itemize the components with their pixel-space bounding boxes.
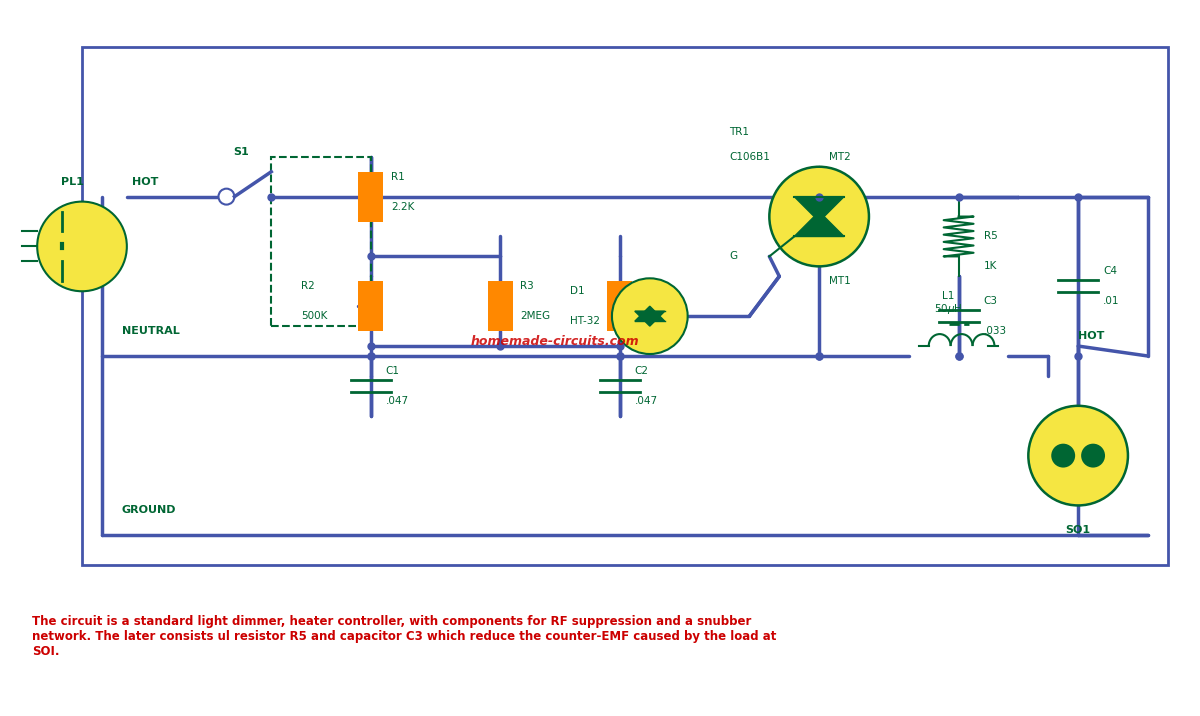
Polygon shape — [794, 197, 844, 221]
Text: C106B1: C106B1 — [730, 152, 770, 162]
Text: L1: L1 — [942, 291, 955, 301]
Text: C1: C1 — [386, 366, 400, 376]
Text: TR1: TR1 — [730, 127, 750, 137]
Text: G: G — [730, 251, 738, 261]
Text: MT2: MT2 — [829, 152, 851, 162]
Text: 2MEG: 2MEG — [521, 311, 551, 321]
Circle shape — [612, 279, 688, 354]
Text: R5: R5 — [984, 231, 997, 241]
Text: SO1: SO1 — [1066, 526, 1091, 536]
Circle shape — [1028, 406, 1128, 505]
Circle shape — [218, 188, 234, 205]
Circle shape — [1051, 444, 1075, 468]
Text: .01: .01 — [1103, 296, 1120, 306]
Text: MT1: MT1 — [829, 276, 851, 286]
Text: HT-32: HT-32 — [570, 316, 600, 326]
Text: NEUTRAL: NEUTRAL — [122, 326, 180, 336]
Text: R1: R1 — [391, 172, 404, 182]
Text: 1K: 1K — [984, 261, 997, 271]
Text: S1: S1 — [234, 147, 250, 157]
FancyBboxPatch shape — [359, 281, 383, 331]
FancyBboxPatch shape — [488, 281, 512, 331]
Text: .047: .047 — [386, 396, 409, 406]
Text: C2: C2 — [635, 366, 649, 376]
Text: .033: .033 — [984, 326, 1007, 336]
Text: R2: R2 — [301, 281, 314, 291]
Text: 10K: 10K — [640, 311, 660, 321]
Text: 50$\mu$H: 50$\mu$H — [935, 302, 962, 316]
Polygon shape — [635, 306, 665, 321]
Polygon shape — [635, 311, 665, 326]
FancyBboxPatch shape — [359, 172, 383, 221]
Text: HOT: HOT — [1078, 331, 1104, 341]
Polygon shape — [794, 211, 844, 236]
Text: C4: C4 — [1103, 266, 1117, 276]
Text: 500K: 500K — [301, 311, 328, 321]
Text: The circuit is a standard light dimmer, heater controller, with components for R: The circuit is a standard light dimmer, … — [32, 615, 776, 658]
Text: R3: R3 — [521, 281, 534, 291]
Circle shape — [1081, 444, 1105, 468]
Text: homemade-circuits.com: homemade-circuits.com — [470, 334, 640, 347]
Text: C3: C3 — [984, 296, 997, 306]
Text: .047: .047 — [635, 396, 658, 406]
Text: 2.2K: 2.2K — [391, 202, 414, 212]
Text: R4: R4 — [640, 281, 654, 291]
Text: HOT: HOT — [132, 177, 158, 187]
Circle shape — [37, 202, 127, 291]
FancyBboxPatch shape — [607, 281, 632, 331]
Circle shape — [769, 167, 869, 266]
Text: PL1: PL1 — [61, 177, 84, 187]
Text: D1: D1 — [570, 286, 584, 296]
Text: GROUND: GROUND — [122, 505, 176, 516]
